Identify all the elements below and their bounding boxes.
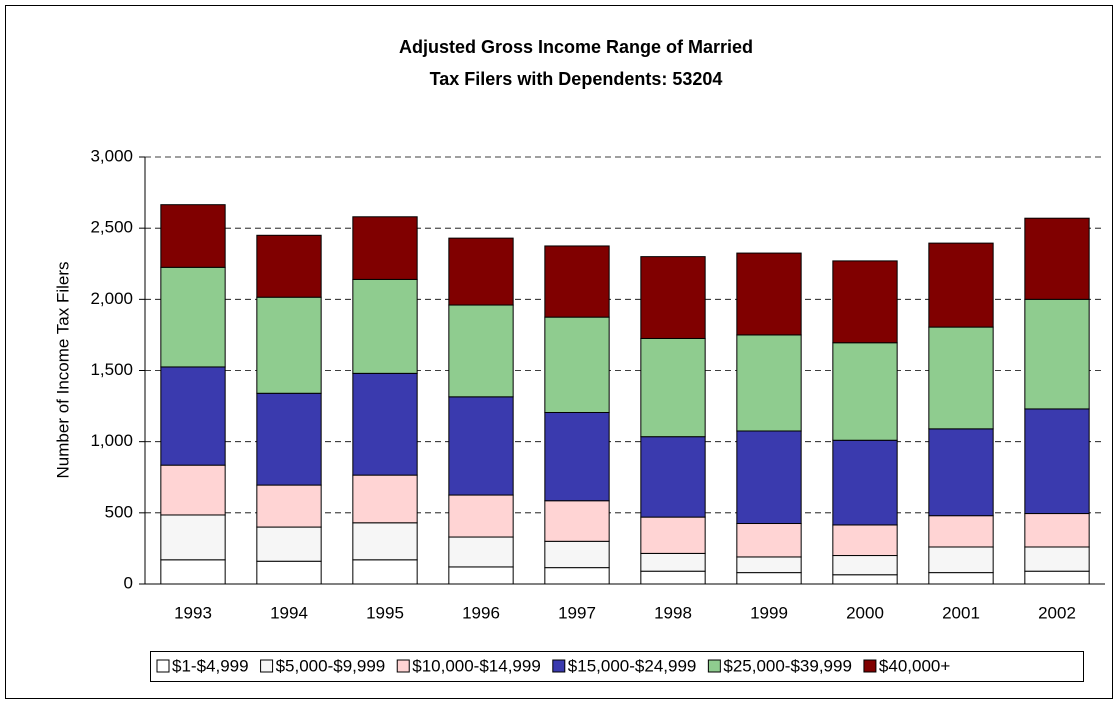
bar-segment [544, 245, 610, 318]
bar-segment [640, 436, 706, 518]
bar-segment [352, 522, 418, 561]
legend-swatch [863, 659, 877, 673]
y-tick-label: 2,500 [90, 218, 133, 237]
x-tick-label: 2001 [942, 603, 980, 622]
bar-segment [736, 334, 802, 432]
bar-segment [544, 500, 610, 542]
bar-segment [832, 574, 898, 585]
y-tick-label: 500 [105, 502, 133, 521]
bar-segment [832, 524, 898, 557]
bar-segment [160, 266, 226, 368]
bar-segment [832, 439, 898, 526]
bar-segment [736, 252, 802, 336]
bar-segment [256, 296, 322, 394]
bar-segment [160, 204, 226, 268]
y-tick-label: 1,000 [90, 431, 133, 450]
y-tick-label: 2,000 [90, 289, 133, 308]
bar-segment [1024, 408, 1090, 515]
x-tick-label: 1995 [366, 603, 404, 622]
y-tick-label: 0 [124, 573, 133, 592]
x-tick-label: 1994 [270, 603, 308, 622]
bar-segment [256, 526, 322, 562]
legend-label: $25,000-$39,999 [723, 656, 852, 675]
y-tick-label: 3,000 [90, 146, 133, 165]
bar-segment [256, 234, 322, 298]
bar-segment [448, 237, 514, 306]
x-tick-label: 1996 [462, 603, 500, 622]
bar-segment [352, 216, 418, 280]
bar-segment [352, 372, 418, 476]
legend-swatch [707, 659, 721, 673]
legend-label: $10,000-$14,999 [412, 656, 541, 675]
bar-segment [928, 572, 994, 585]
bar-segment [160, 559, 226, 585]
x-tick-label: 2000 [846, 603, 884, 622]
legend-label: $15,000-$24,999 [568, 656, 697, 675]
bar-segment [832, 260, 898, 344]
bar-segment [928, 515, 994, 548]
legend-swatch [396, 659, 410, 673]
bar-segment [1024, 546, 1090, 572]
bar-segment [352, 278, 418, 374]
x-tick-label: 1998 [654, 603, 692, 622]
legend-swatch [552, 659, 566, 673]
bar-segment [640, 256, 706, 339]
bar-segment [640, 552, 706, 572]
bar-segment [160, 366, 226, 466]
bar-segment [256, 484, 322, 528]
bar-segment [544, 567, 610, 585]
x-tick-label: 1993 [174, 603, 212, 622]
bar-segment [640, 337, 706, 438]
bar-segment [448, 494, 514, 538]
bar-segment [640, 570, 706, 585]
bar-segment [256, 392, 322, 486]
bar-segment [1024, 298, 1090, 410]
bar-segment [736, 572, 802, 585]
legend-label: $40,000+ [879, 656, 950, 675]
bar-segment [544, 411, 610, 502]
legend-label: $5,000-$9,999 [276, 656, 386, 675]
bar-segment [160, 514, 226, 561]
bar-segment [640, 516, 706, 554]
bar-segment [352, 559, 418, 585]
bar-segment [448, 566, 514, 585]
bar-segment [736, 430, 802, 525]
legend-label: $1-$4,999 [172, 656, 249, 675]
bar-segment [256, 560, 322, 585]
bar-segment [160, 464, 226, 516]
chart-title: Tax Filers with Dependents: 53204 [430, 69, 723, 89]
bar-segment [832, 555, 898, 576]
bar-segment [1024, 513, 1090, 548]
bar-segment [448, 536, 514, 568]
bar-segment [736, 523, 802, 558]
chart-title: Adjusted Gross Income Range of Married [399, 37, 753, 57]
bar-segment [544, 540, 610, 569]
bar-segment [448, 396, 514, 496]
bar-segment [928, 546, 994, 574]
bar-segment [1024, 570, 1090, 585]
y-tick-label: 1,500 [90, 360, 133, 379]
x-tick-label: 1997 [558, 603, 596, 622]
bar-segment [928, 242, 994, 328]
y-axis-label: Number of Income Tax Filers [53, 262, 72, 479]
x-tick-label: 2002 [1038, 603, 1076, 622]
bar-segment [544, 316, 610, 413]
bar-segment [832, 342, 898, 441]
bar-segment [352, 474, 418, 524]
bar-segment [1024, 217, 1090, 300]
legend-swatch [260, 659, 274, 673]
legend-swatch [156, 659, 170, 673]
bar-segment [448, 304, 514, 398]
bar-segment [928, 326, 994, 430]
bar-segment [928, 428, 994, 517]
legend-box [150, 651, 1084, 682]
bar-segment [736, 556, 802, 574]
x-tick-label: 1999 [750, 603, 788, 622]
